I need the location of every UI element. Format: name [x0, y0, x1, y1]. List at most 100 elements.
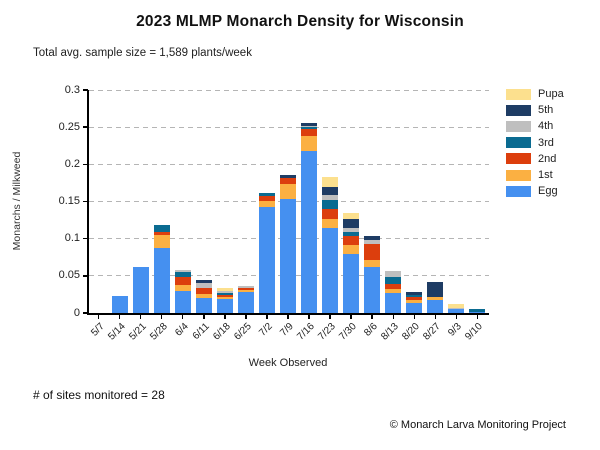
y-tick-label: 0.1	[64, 232, 80, 245]
bar-segment-1st	[322, 218, 339, 229]
bar-segment-3rd	[153, 225, 170, 232]
y-tick-mark	[83, 89, 88, 91]
bar-segment-egg	[237, 292, 254, 313]
x-tick-mark	[160, 314, 163, 319]
bar-segment-egg	[427, 300, 444, 313]
legend-item-4th: 4th	[506, 118, 564, 134]
legend: Pupa 5th 4th 3rd 2nd 1st Egg	[506, 86, 564, 199]
y-tick-label: 0	[73, 306, 80, 319]
sites-monitored-note: # of sites monitored = 28	[33, 388, 165, 402]
legend-item-2nd: 2nd	[506, 151, 564, 167]
bar-segment-5th	[301, 123, 318, 126]
y-tick-mark	[83, 163, 88, 166]
bar-segment-5th	[322, 186, 339, 195]
x-tick-mark	[224, 314, 226, 319]
chart-subtitle: Total avg. sample size = 1,589 plants/we…	[33, 47, 252, 59]
y-tick-mark	[83, 237, 88, 240]
bar-segment-5th	[195, 280, 212, 283]
bar-segment-2nd	[280, 178, 296, 185]
legend-label: 2nd	[538, 152, 557, 165]
y-tick-label: 0.25	[58, 120, 80, 133]
x-tick-mark	[308, 314, 310, 319]
bar-segment-2nd	[216, 295, 233, 297]
bar-segment-egg	[322, 228, 339, 313]
bar-segment-1st	[258, 200, 275, 208]
bar-segment-pupa	[343, 213, 360, 219]
bar-segment-4th	[216, 290, 233, 293]
bar-segment-1st	[195, 294, 212, 299]
x-tick-mark	[266, 314, 268, 319]
bar-segment-egg	[258, 207, 275, 313]
bar-segment-egg	[153, 247, 170, 313]
y-tick-mark	[83, 312, 88, 314]
bar-segment-3rd	[385, 276, 402, 284]
bar-segment-egg	[469, 311, 486, 313]
bar-segment-egg	[448, 309, 465, 313]
y-gridline	[89, 126, 489, 128]
x-tick-mark	[392, 314, 394, 319]
bar-segment-5th	[364, 236, 381, 241]
bar-segment-1st	[174, 284, 191, 291]
chart-title: 2023 MLMP Monarch Density for Wisconsin	[136, 13, 464, 30]
bar-segment-5th	[406, 292, 423, 296]
bar-segment-2nd	[343, 236, 360, 246]
bar-segment-4th	[195, 282, 212, 289]
bar-segment-4th	[301, 125, 318, 128]
legend-item-egg: Egg	[506, 183, 564, 199]
bar-segment-1st	[343, 245, 360, 255]
x-tick-mark	[329, 314, 331, 319]
bar-segment-5th	[343, 218, 360, 228]
bar-segment-1st	[406, 299, 423, 303]
bar-segment-egg	[111, 295, 128, 313]
x-tick-mark	[181, 314, 184, 319]
legend-label: Egg	[538, 185, 558, 198]
bar-segment-egg	[132, 266, 149, 313]
bar-segment-2nd	[385, 284, 402, 290]
x-axis-title: Week Observed	[248, 357, 328, 369]
bar-segment-egg	[406, 302, 423, 313]
bar-segment-1st	[301, 136, 318, 151]
legend-swatch-3rd	[506, 137, 531, 149]
y-tick-mark	[83, 275, 88, 277]
bar-segment-2nd	[237, 287, 254, 290]
x-tick-mark	[139, 314, 142, 319]
bar-segment-1st	[385, 289, 402, 293]
bar-segment-2nd	[406, 297, 423, 300]
x-tick-mark	[434, 314, 437, 319]
bar-segment-1st	[280, 184, 296, 199]
bar-segment-egg	[343, 254, 360, 313]
x-tick-mark	[287, 314, 289, 319]
legend-item-pupa: Pupa	[506, 86, 564, 102]
x-axis-line	[87, 313, 489, 315]
bar-segment-3rd	[343, 231, 360, 237]
bar-segment-1st	[216, 296, 233, 299]
x-tick-mark	[413, 314, 416, 319]
legend-label: 5th	[538, 104, 554, 117]
x-tick-mark	[118, 314, 121, 319]
y-tick-mark	[83, 200, 88, 203]
y-gridline	[89, 163, 489, 165]
bar-segment-pupa	[216, 287, 233, 291]
legend-swatch-2nd	[506, 153, 531, 165]
x-tick-mark	[203, 314, 205, 319]
bar-segment-4th	[364, 240, 381, 244]
bar-segment-1st	[364, 260, 381, 267]
bar-segment-4th	[322, 194, 339, 200]
legend-item-5th: 5th	[506, 102, 564, 118]
legend-label: 4th	[538, 120, 554, 133]
y-tick-mark	[83, 126, 88, 128]
bar-segment-egg	[301, 150, 318, 313]
y-gridline	[89, 89, 489, 91]
bar-segment-3rd	[258, 192, 275, 197]
credit-line: © Monarch Larva Monitoring Project	[389, 419, 566, 431]
legend-swatch-egg	[506, 185, 531, 197]
x-tick-mark	[245, 314, 247, 319]
bar-segment-egg	[364, 266, 381, 313]
bar-segment-egg	[385, 292, 402, 313]
bar-segment-pupa	[322, 176, 339, 187]
bar-segment-3rd	[322, 200, 339, 209]
legend-label: 3rd	[538, 136, 554, 149]
legend-label: 1st	[538, 169, 553, 182]
